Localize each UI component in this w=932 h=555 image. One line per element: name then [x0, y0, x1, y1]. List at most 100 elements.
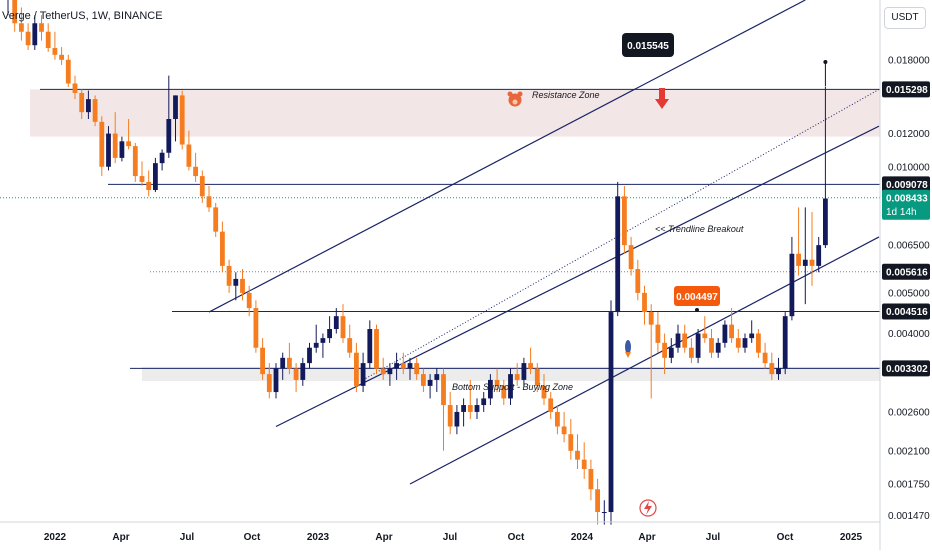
currency-button[interactable]: USDT: [884, 7, 926, 29]
candle-body: [313, 342, 319, 348]
candle-body: [280, 357, 286, 369]
price-tag-label: 0.005616: [886, 267, 928, 278]
candle-body: [662, 342, 667, 358]
channel-line: [409, 236, 880, 485]
candle-body: [789, 253, 795, 317]
y-tick-label: 0.002100: [888, 446, 930, 457]
candle-body: [756, 333, 761, 353]
candle-body: [695, 333, 701, 358]
x-tick-label: Apr: [638, 532, 655, 543]
candle-body: [762, 352, 768, 364]
candle-body: [45, 31, 51, 49]
current-price-label: 0.008433: [886, 193, 928, 204]
price-tag: [882, 176, 930, 193]
y-tick-label: 0.012000: [888, 129, 930, 140]
x-tick-label: Apr: [375, 532, 392, 543]
candle-body: [39, 23, 44, 32]
zone-resistance: [30, 89, 880, 137]
price-tag: [882, 263, 930, 280]
candle-body: [246, 292, 252, 309]
candle-body: [206, 196, 212, 208]
x-tick-label: 2024: [571, 532, 594, 543]
candle-body: [488, 379, 493, 399]
candle-body: [521, 363, 527, 380]
current-price-tag: [882, 189, 930, 220]
lightning-bolt: [644, 501, 652, 515]
candle-body: [628, 245, 634, 270]
y-tick-label: 0.002600: [888, 407, 930, 418]
price-tag: [882, 303, 930, 320]
candle-body: [749, 333, 755, 339]
candle-body: [307, 347, 312, 364]
x-tick-label: Oct: [244, 532, 261, 543]
x-tick-label: Apr: [112, 532, 129, 543]
candle-body: [709, 338, 714, 353]
candle-body: [729, 324, 734, 339]
candle-body: [434, 374, 440, 380]
candle-body: [380, 368, 386, 375]
countdown-label: 1d 14h: [886, 207, 917, 218]
candle-body: [561, 426, 567, 435]
candle-body: [173, 95, 178, 120]
candle-body: [287, 357, 292, 369]
candle-body: [233, 278, 239, 286]
bear-ear: [517, 91, 523, 97]
candle-body: [25, 31, 31, 46]
candle-body: [159, 152, 165, 164]
candle-body: [394, 363, 399, 369]
price-tag-label: 0.015298: [886, 85, 928, 96]
candle-body: [675, 333, 681, 348]
candle-body: [816, 245, 822, 266]
candle-body: [508, 374, 513, 399]
candle-body: [400, 363, 406, 369]
candle-body: [715, 342, 721, 353]
candle-body: [240, 278, 245, 293]
arrow-shaft: [659, 88, 665, 100]
candle-body: [199, 176, 205, 197]
candle-body: [119, 141, 125, 158]
candle-body: [722, 324, 728, 343]
y-tick-label: 0.005000: [888, 288, 930, 299]
candle-body: [796, 253, 801, 266]
rocket-icon: [625, 340, 631, 358]
candle-body: [421, 374, 426, 386]
y-tick-label: 0.001750: [888, 479, 930, 490]
lightning-icon: [639, 499, 657, 517]
candle-body: [541, 385, 547, 399]
candle-body: [588, 469, 594, 490]
candle-body: [333, 316, 339, 330]
channel-line: [275, 125, 880, 428]
candle-body: [668, 347, 674, 358]
candle-body: [494, 379, 500, 386]
candle-body: [742, 338, 748, 348]
candle-body: [193, 166, 198, 177]
candle-body: [514, 374, 520, 380]
candle-body: [166, 119, 172, 153]
bear-ear: [507, 91, 513, 97]
x-tick-label: 2022: [44, 532, 67, 543]
candle-body: [454, 411, 460, 427]
candle-body: [608, 312, 614, 513]
bear-muzzle: [512, 99, 518, 105]
y-tick-label: 0.006500: [888, 241, 930, 252]
channel-line: [208, 0, 806, 313]
y-tick-label: 0.010000: [888, 162, 930, 173]
candle-body: [581, 459, 587, 470]
candle-body: [293, 368, 299, 380]
candle-body: [441, 374, 446, 406]
candle-body: [374, 329, 379, 369]
candle-body: [782, 316, 788, 369]
candle-body: [354, 352, 359, 386]
level-callout-dot: [695, 308, 699, 312]
candle-body: [802, 259, 808, 266]
candle-body: [735, 338, 741, 348]
candle-body: [635, 269, 641, 293]
candle-body: [126, 141, 131, 147]
candle-body: [347, 338, 353, 353]
resistance-label: Resistance Zone: [532, 90, 600, 100]
x-tick-label: Jul: [443, 532, 458, 543]
candle-body: [595, 489, 600, 513]
candle-body: [79, 92, 85, 113]
